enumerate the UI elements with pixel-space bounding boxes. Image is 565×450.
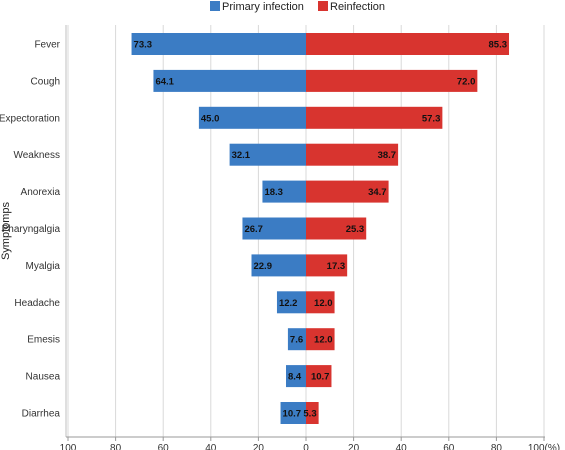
bar-primary-infection	[287, 328, 306, 351]
bar-primary-infection	[286, 365, 306, 388]
legend-label: Reinfection	[330, 1, 385, 13]
value-label: 18.3	[264, 187, 283, 198]
x-axis-ticks: 100 80 60 40 20 0 20 40 60 80 100(%)	[60, 437, 560, 450]
value-label: 10.7	[283, 409, 302, 420]
value-labels: 73.3 85.3 64.1 72.0 45.0 57.3 32.1 38.7 18.3 34.7…	[134, 40, 507, 420]
value-label: 26.7	[244, 224, 262, 235]
value-label: 10.7	[311, 372, 330, 383]
value-label: 5.3	[303, 409, 316, 420]
value-label: 32.1	[232, 150, 251, 161]
bar-primary-infection	[262, 180, 306, 203]
value-label: 12.0	[314, 298, 333, 309]
bar-reinfection	[306, 69, 478, 92]
legend-label: Primary infection	[222, 1, 304, 13]
value-label: 17.3	[327, 261, 346, 272]
category-label: Emesis	[27, 335, 60, 346]
category-label: Myalgia	[26, 261, 61, 272]
bar-reinfection	[306, 106, 443, 129]
x-tick-label: 80	[110, 443, 122, 450]
value-label: 64.1	[155, 76, 174, 87]
x-tick-label: 80	[491, 443, 503, 450]
bar-reinfection	[306, 328, 335, 351]
y-axis-title: Symptomps	[0, 201, 12, 260]
bars	[131, 33, 510, 424]
bar-primary-infection	[131, 33, 306, 55]
bar-primary-infection	[198, 106, 306, 129]
category-label: Cough	[31, 76, 60, 87]
x-tick-label: 100	[60, 443, 77, 450]
bar-primary-infection	[242, 217, 306, 240]
value-label: 34.7	[368, 187, 387, 198]
bar-primary-infection	[280, 402, 306, 424]
category-label: Anorexia	[21, 187, 61, 198]
bar-primary-infection	[251, 254, 306, 277]
category-label: Nausea	[26, 372, 61, 383]
value-label: 25.3	[346, 224, 365, 235]
bar-primary-infection	[229, 143, 306, 166]
value-label: 12.0	[314, 335, 333, 346]
value-label: 45.0	[201, 113, 220, 124]
category-label: Diarrhea	[22, 409, 61, 420]
legend-swatch	[318, 1, 328, 11]
bar-primary-infection	[153, 69, 306, 92]
x-tick-label: 60	[443, 443, 455, 450]
bar-reinfection	[306, 402, 319, 424]
bar-reinfection	[306, 217, 367, 240]
bar-reinfection	[306, 254, 348, 277]
category-label: Headache	[14, 298, 60, 309]
category-labels: Fever Cough Expectoration Weakness Anorexia P…	[0, 40, 61, 420]
value-label: 72.0	[457, 76, 476, 87]
value-label: 12.2	[279, 298, 298, 309]
category-label: Fever	[34, 40, 60, 51]
x-tick-label: 20	[253, 443, 265, 450]
bar-reinfection	[306, 33, 510, 55]
legend: Primary infection Reinfection	[210, 1, 385, 13]
x-tick-label: 20	[348, 443, 360, 450]
category-label: Expectoration	[0, 113, 60, 124]
x-tick-label: 0	[303, 443, 309, 450]
bar-reinfection	[306, 291, 335, 314]
bar-reinfection	[306, 143, 399, 166]
x-tick-label: 40	[205, 443, 217, 450]
x-tick-label: 40	[396, 443, 408, 450]
category-label: Weakness	[13, 150, 60, 161]
x-tick-label: 60	[158, 443, 170, 450]
bar-reinfection	[306, 180, 389, 203]
value-label: 22.9	[253, 261, 271, 272]
category-label: Pharyngalgia	[2, 224, 61, 235]
value-label: 38.7	[378, 150, 397, 161]
value-label: 8.4	[288, 372, 302, 383]
legend-swatch	[210, 1, 220, 11]
bar-primary-infection	[276, 291, 306, 314]
value-label: 57.3	[422, 113, 441, 124]
x-tick-label: 100(%)	[528, 443, 560, 450]
value-label: 85.3	[489, 40, 508, 51]
value-label: 73.3	[134, 40, 153, 51]
bar-reinfection	[306, 365, 332, 388]
value-label: 7.6	[290, 335, 303, 346]
